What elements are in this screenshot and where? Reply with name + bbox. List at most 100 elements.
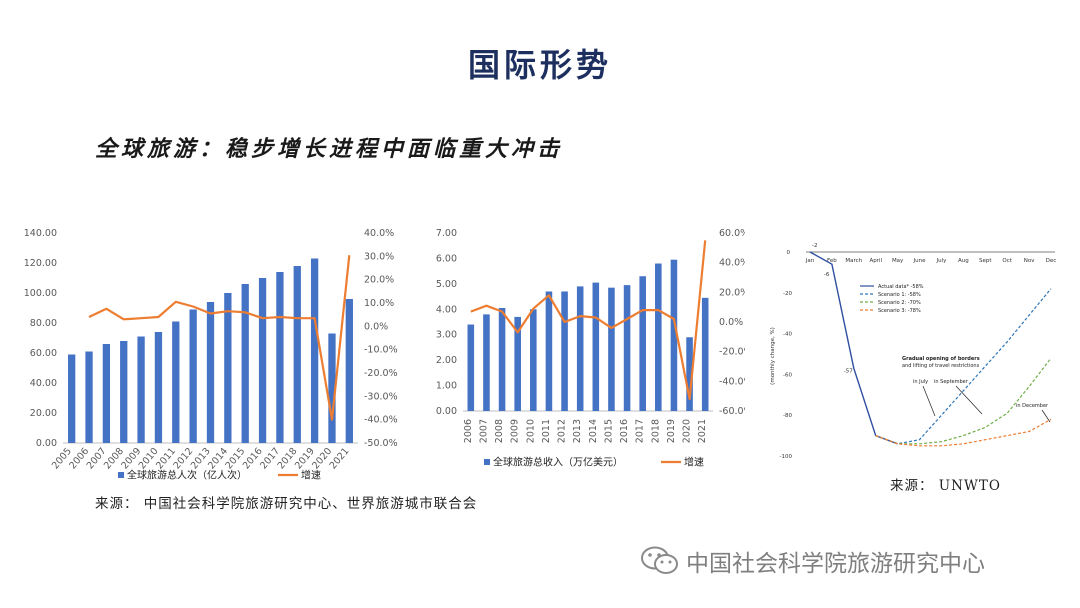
y-tick-label: -100 [780, 454, 793, 460]
bar [686, 337, 693, 411]
annotation-title: Gradual opening of borders [902, 356, 980, 362]
x-tick-label: 2012 [557, 419, 568, 443]
bar [639, 276, 646, 411]
y-left-tick-label: 20.00 [30, 408, 57, 419]
chart-unwto-scenarios: Jan Feb March April May June July Aug Sept Oct Nov… [770, 243, 1056, 460]
bar [189, 309, 197, 443]
x-tick-label: 2015 [603, 419, 614, 443]
bar [276, 272, 284, 443]
x-tick-label: 2018 [650, 419, 661, 443]
y-right-tick-label: 0.0% [719, 317, 743, 328]
legend-label-line: 增速 [684, 456, 704, 469]
point-label: -57 [844, 368, 853, 374]
x-tick-label: 2017 [635, 419, 646, 443]
y-left-tick-label: 3.00 [436, 330, 457, 341]
x-tick-label: 2014 [588, 419, 599, 443]
legend-label: Scenario 2: -70% [878, 300, 921, 306]
y-right-tick-label: 40.0% [719, 258, 745, 269]
y-right-tick-label: 10.0% [364, 298, 394, 309]
bar [561, 291, 568, 411]
y-right-tick-label: -20.0% [364, 368, 398, 379]
bar [154, 332, 163, 443]
bar [498, 308, 506, 411]
y-right-tick-label: -60.0% [719, 406, 745, 417]
legend-label-bar: 全球旅游总人次（亿人次） [127, 469, 247, 482]
bar [345, 299, 353, 443]
y-left-tick-label: 0.00 [436, 406, 457, 417]
y-left-tick-label: 140.00 [24, 228, 57, 239]
bar [68, 354, 76, 443]
slide-title: 国际形势 [467, 46, 612, 84]
legend-swatch-bar [484, 459, 490, 465]
y-left-tick-label: 2.00 [436, 355, 457, 366]
bar [120, 341, 128, 443]
y-left-tick-label: 80.00 [30, 318, 57, 329]
y-tick-label: -20 [783, 291, 792, 297]
y-left-tick-label: 60.00 [30, 348, 57, 359]
y-right-tick-label: -40.0% [719, 376, 745, 387]
x-tick-label: 2006 [463, 419, 474, 443]
y-tick-label: -40 [783, 332, 792, 338]
x-tick-label: 2016 [619, 419, 630, 443]
bar [172, 321, 180, 443]
annotation-december: in December [1016, 403, 1049, 409]
x-tick-label: 2007 [478, 419, 489, 443]
bar [293, 266, 301, 443]
bar [576, 286, 584, 411]
legend-swatch-bar [118, 472, 124, 478]
month-label: April [869, 258, 882, 264]
y-right-tick-label: -40.0% [364, 415, 398, 426]
bar [102, 344, 111, 443]
series-scenario-3 [875, 418, 1052, 447]
bar [241, 284, 249, 443]
bar [224, 293, 232, 443]
y-left-tick-label: 120.00 [24, 258, 57, 269]
month-label: March [845, 258, 862, 264]
month-label: Feb [827, 258, 837, 264]
legend-label-line: 增速 [301, 469, 321, 482]
series-actual [809, 251, 898, 445]
month-label: May [892, 258, 904, 264]
x-tick-label: 2021 [697, 419, 708, 443]
month-label: Jan [805, 258, 815, 264]
y-tick-label: -80 [783, 413, 792, 419]
month-label: Sept [979, 258, 992, 264]
y-right-tick-label: -50.0% [364, 438, 398, 449]
y-right-tick-label: -10.0% [364, 345, 398, 356]
y-left-tick-label: 0.00 [36, 438, 57, 449]
y-right-tick-label: 30.0% [364, 251, 394, 262]
bar [530, 309, 537, 411]
series-line-growth [470, 240, 707, 401]
bar [655, 263, 662, 411]
watermark-text: 中国社会科学院旅游研究中心 [686, 551, 985, 577]
annotation-july: in July [913, 379, 928, 385]
annotation-september: in September [934, 379, 969, 385]
x-tick-label: 2008 [494, 419, 505, 443]
chart-global-tourist-arrivals: 0.00 20.00 40.00 60.00 80.00 100.00 120.00 140.… [24, 228, 398, 482]
arrow-december [1041, 409, 1051, 423]
y-left-tick-label: 7.00 [436, 228, 457, 239]
source-note-right: 来源： UNWTO [890, 478, 1001, 494]
y-right-tick-label: -20.0% [719, 347, 745, 358]
y-left-tick-label: 4.00 [436, 304, 457, 315]
x-tick-label: 2020 [682, 419, 693, 443]
series-scenario-2 [875, 357, 1052, 445]
x-tick-label: 2010 [525, 419, 536, 443]
bar [328, 333, 336, 443]
x-tick-label: 2009 [510, 419, 521, 443]
legend-label: Scenario 3: -78% [878, 308, 921, 314]
point-label: -2 [812, 243, 817, 249]
month-label: Aug [958, 258, 969, 264]
legend-label: Actual data* -58% [878, 284, 924, 290]
y-left-tick-label: 5.00 [436, 279, 457, 290]
bar [670, 259, 678, 411]
y-left-tick-label: 6.00 [436, 253, 457, 264]
y-tick-label: 0 [787, 250, 791, 256]
month-label: June [913, 258, 927, 264]
bar [701, 297, 709, 411]
bar [483, 314, 490, 411]
annotation-subtitle: and lifting of travel restrictions [902, 363, 980, 369]
bar [514, 316, 521, 411]
arrow-september [955, 385, 983, 415]
chart-global-tourism-revenue: 0.00 1.00 2.00 3.00 4.00 5.00 6.00 7.00 -60.0% -4… [436, 228, 745, 469]
